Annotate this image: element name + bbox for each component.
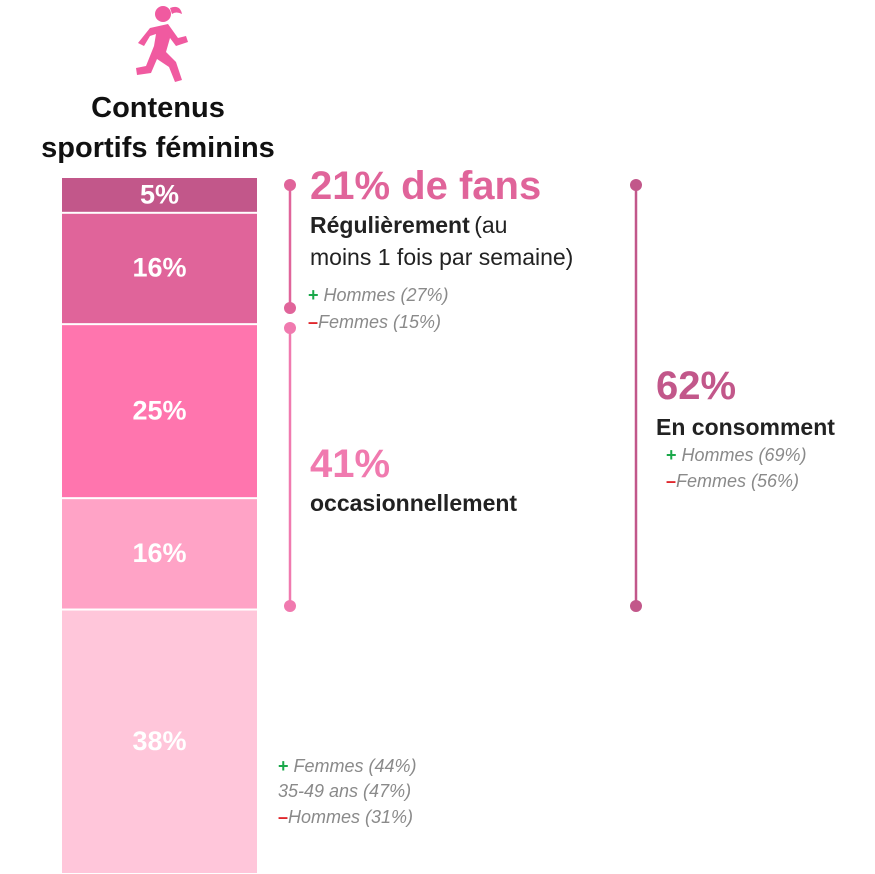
sign: + [308, 285, 319, 305]
segment-label: 38% [132, 726, 186, 756]
bold-text: occasionnellement [310, 490, 518, 516]
bar-segment [62, 325, 257, 498]
note: + Femmes (44%) [278, 757, 417, 775]
bracket-dot [284, 302, 296, 314]
text: moins 1 fois par semaine) [310, 244, 574, 270]
note-text: Hommes (27%) [323, 285, 449, 305]
note: –Hommes (31%) [278, 808, 413, 826]
title-line: Contenus [91, 92, 225, 124]
note-text: Femmes (44%) [293, 756, 417, 776]
text: (au [474, 212, 508, 238]
bold-text: Régulièrement [310, 212, 470, 238]
headline: 41% [310, 442, 391, 486]
brackets [284, 179, 642, 612]
segment-label: 16% [132, 538, 186, 568]
runner-icon [136, 6, 188, 82]
description: Régulièrement (au [310, 214, 507, 237]
bar-segment [62, 213, 257, 324]
bracket-dot [630, 179, 642, 191]
note-text: Femmes (56%) [676, 471, 800, 491]
sign: – [278, 807, 289, 827]
note: –Femmes (56%) [666, 472, 799, 490]
headline: 62% [656, 364, 737, 408]
note: + Hommes (27%) [308, 286, 449, 304]
sign: + [278, 756, 289, 776]
note-text: 35-49 ans (47%) [278, 781, 412, 801]
note-text: Hommes (69%) [681, 445, 807, 465]
sign: – [666, 471, 677, 491]
note-text: Femmes (15%) [318, 312, 442, 332]
bold-text: En consomment [656, 414, 835, 440]
bracket-dot [284, 600, 296, 612]
note: –Femmes (15%) [308, 313, 441, 331]
note: 35-49 ans (47%) [278, 782, 411, 800]
segment-label: 16% [132, 253, 186, 283]
note: + Hommes (69%) [666, 446, 807, 464]
note-text: Hommes (31%) [288, 807, 414, 827]
sign: – [308, 312, 319, 332]
bracket-dot [284, 179, 296, 191]
bracket-dot [284, 322, 296, 334]
segment-label: 5% [140, 180, 179, 210]
title-line: sportifs féminins [41, 132, 275, 164]
segment-label: 25% [132, 395, 186, 425]
sign: + [666, 445, 677, 465]
bar-segment [62, 178, 257, 212]
headline: 21% de fans [310, 164, 542, 208]
bar-segment [62, 499, 257, 609]
bar-segment [62, 610, 257, 873]
bracket-dot [630, 600, 642, 612]
